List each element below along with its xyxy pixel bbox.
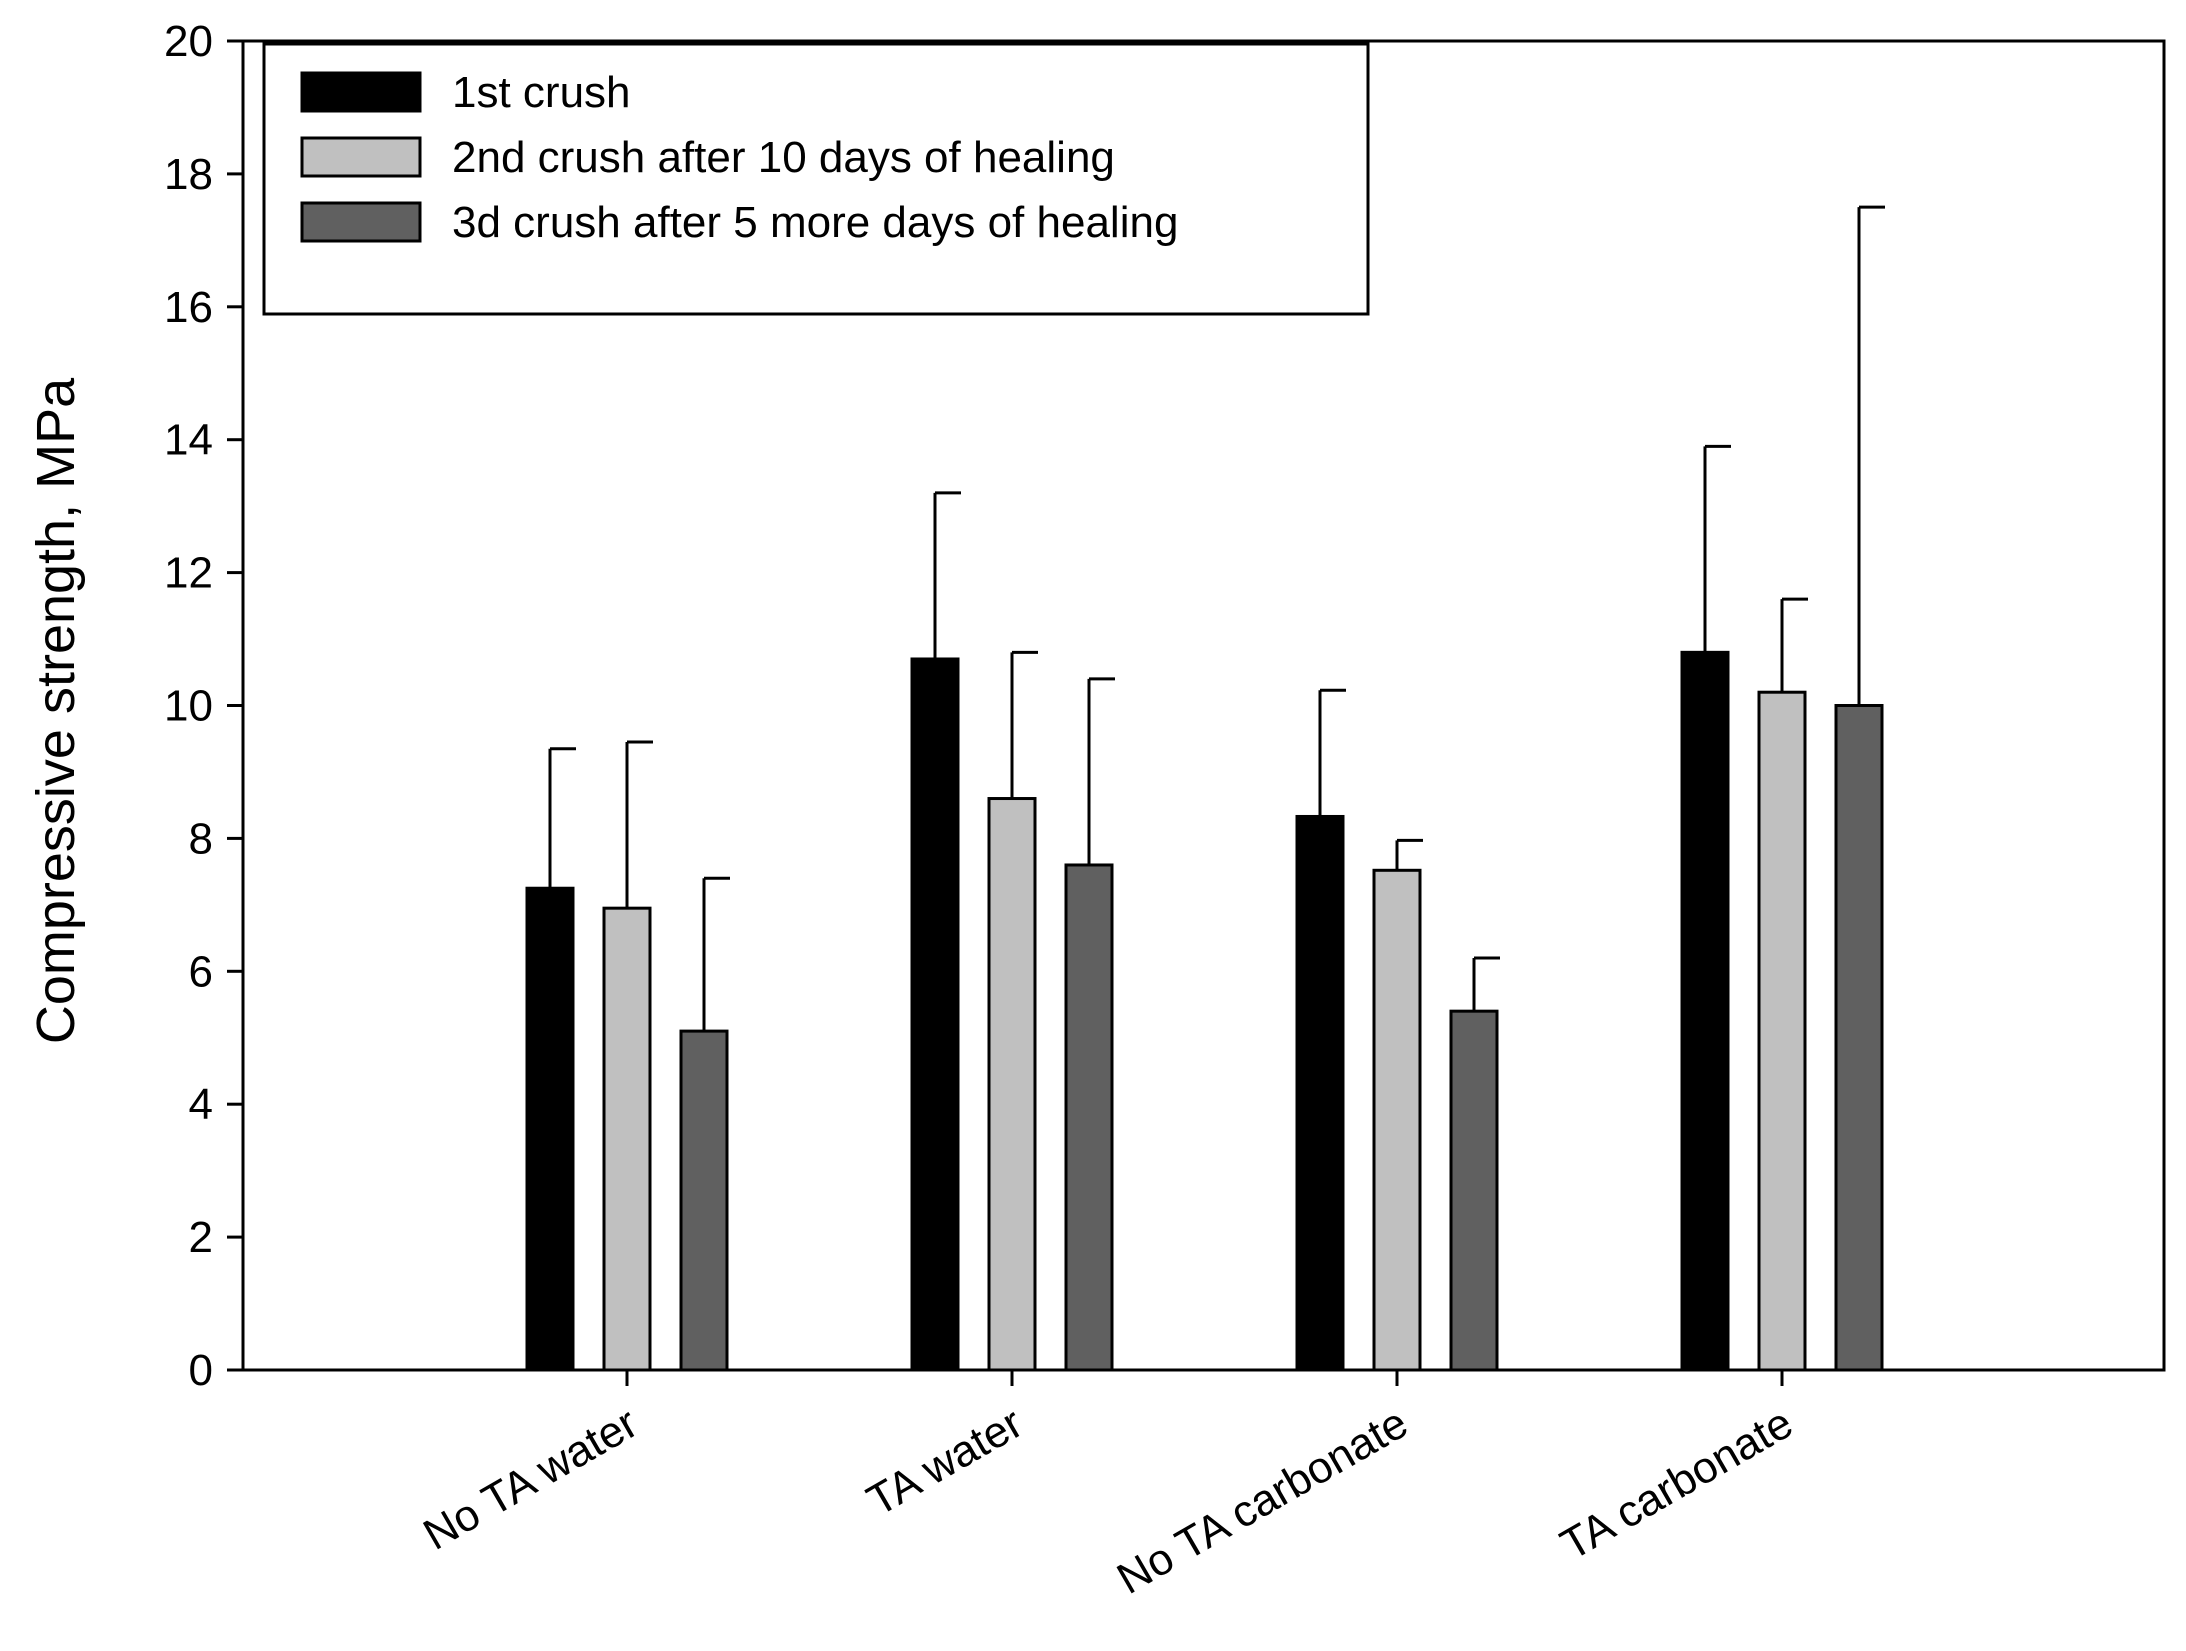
bar — [525, 886, 575, 1372]
y-tick-label: 14 — [164, 416, 213, 465]
y-tick-label: 6 — [189, 947, 213, 996]
bar — [910, 657, 960, 1372]
y-tick-label: 10 — [164, 682, 213, 731]
y-tick-label: 16 — [164, 283, 213, 332]
legend: 1st crush 2nd crush after 10 days of heal… — [262, 42, 1370, 316]
x-category-label: No TA carbonate — [1109, 1398, 1416, 1604]
y-tick-label: 4 — [189, 1080, 213, 1129]
bar — [1834, 704, 1884, 1372]
bar — [987, 797, 1037, 1372]
error-bars — [548, 205, 1885, 1032]
bar — [1295, 814, 1345, 1372]
bar — [1372, 868, 1422, 1372]
y-tick-label: 12 — [164, 549, 213, 598]
y-tick-label: 20 — [164, 17, 213, 66]
bars — [525, 650, 1884, 1372]
y-tick-label: 8 — [189, 814, 213, 863]
bar — [1449, 1009, 1499, 1372]
bar — [679, 1029, 729, 1372]
bar — [1680, 650, 1730, 1372]
legend-label: 1st crush — [452, 68, 631, 117]
y-axis-title: Compressive strength, MPa — [26, 377, 86, 1044]
legend-label: 3d crush after 5 more days of healing — [452, 198, 1178, 247]
x-category-label: No TA water — [415, 1398, 646, 1559]
bar — [1064, 863, 1114, 1372]
legend-swatch — [300, 71, 422, 113]
legend-label: 2nd crush after 10 days of healing — [452, 133, 1115, 182]
y-tick-label: 2 — [189, 1213, 213, 1262]
y-tick-label: 0 — [189, 1346, 213, 1395]
x-category-label: TA carbonate — [1553, 1398, 1801, 1570]
legend-box — [262, 42, 1370, 316]
legend-swatch — [300, 136, 422, 178]
y-axis: 0 2 4 6 8 10 12 14 16 18 20 — [164, 17, 243, 1395]
x-axis: No TA water TA water No TA carbonate TA car… — [415, 1370, 1801, 1604]
y-tick-label: 18 — [164, 150, 213, 199]
x-category-label: TA water — [859, 1398, 1031, 1526]
legend-swatch — [300, 201, 422, 243]
bar — [602, 906, 652, 1372]
bar — [1757, 690, 1807, 1372]
